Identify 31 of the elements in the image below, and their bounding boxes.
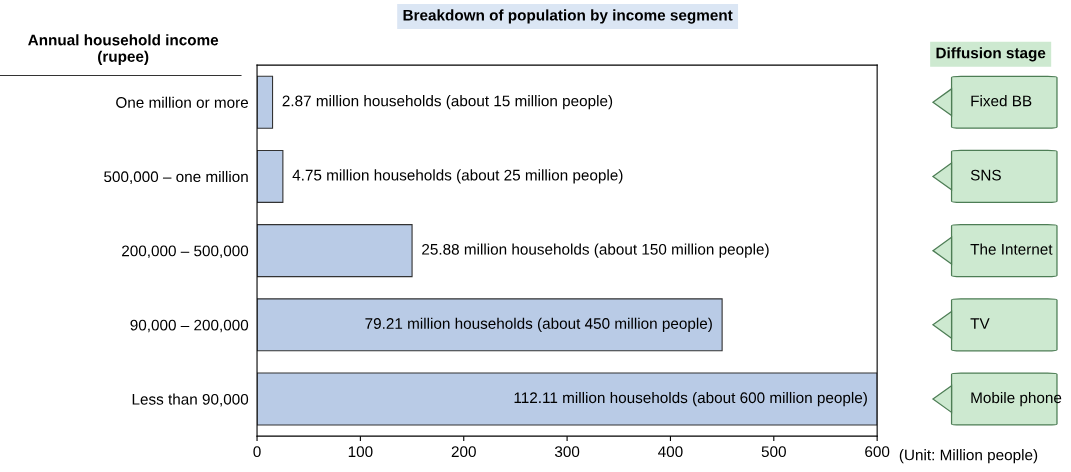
annotation: 4.75 million households (about 25 million people) [292, 169, 623, 184]
bar [257, 224, 413, 278]
bar [257, 372, 878, 426]
text: Diffusion stage [936, 47, 1046, 62]
annotation: 112.11 million households (about 600 million people) [514, 391, 867, 407]
x-tick-label: 600 [865, 446, 890, 458]
text: (Unit: Million people) [899, 449, 1038, 464]
x-tick-label: 100 [348, 446, 373, 458]
y-tick-label: One million or more [116, 96, 249, 108]
y-axis-title: Annual household income (rupee) [28, 34, 219, 65]
bar [257, 75, 274, 129]
chart-title: Breakdown of population by income segment [403, 9, 733, 24]
annotation: 25.88 million households (about 150 million people) [422, 243, 769, 258]
x-tick-label: 400 [658, 446, 683, 458]
y-tick-label: Less than 90,000 [132, 393, 249, 407]
x-tick-label: 300 [554, 446, 580, 458]
y-tick-label: 200,000 – 500,000 [122, 245, 249, 259]
text: Mobile phone [971, 391, 1062, 407]
x-tick-label: 500 [761, 446, 786, 458]
text: SNS [970, 169, 1001, 181]
annotation: 2.87 million households (about 15 million people) [282, 95, 613, 110]
text: The Internet [970, 243, 1053, 255]
text: Fixed BB [971, 95, 1032, 107]
text: TV [970, 318, 990, 329]
x-tick-label: 0 [253, 446, 261, 458]
y-tick-label: 500,000 – one million [104, 170, 248, 184]
bar [257, 298, 723, 352]
x-tick-label: 200 [451, 446, 476, 458]
y-tick-label: 90,000 – 200,000 [130, 319, 249, 333]
annotation: 79.21 million households (about 450 million people) [365, 317, 712, 332]
bar [257, 149, 284, 203]
